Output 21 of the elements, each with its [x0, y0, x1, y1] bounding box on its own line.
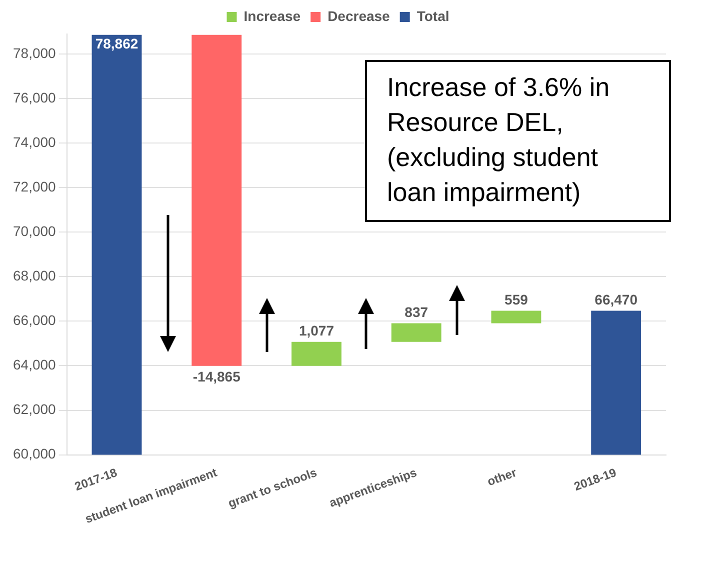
data-label: 837 — [404, 304, 428, 320]
legend-label: Total — [416, 8, 450, 24]
y-tick-label: 68,000 — [12, 268, 56, 284]
data-label: 66,470 — [594, 292, 638, 308]
note-box: Increase of 3.6% in Resource DEL, (excluding student loan impairment) — [365, 60, 671, 222]
legend-label: Increase — [244, 8, 301, 24]
data-label: -14,865 — [192, 368, 241, 385]
legend-label: Decrease — [328, 8, 390, 24]
y-tick-label: 74,000 — [12, 134, 56, 150]
x-tick-label: other — [485, 465, 519, 489]
y-tick-label: 76,000 — [12, 89, 56, 106]
y-tick-label: 60,000 — [12, 446, 56, 462]
y-tick-label: 66,000 — [12, 312, 56, 328]
y-tick-label: 64,000 — [12, 356, 56, 373]
data-label: 78,862 — [95, 36, 138, 52]
y-tick-label: 62,000 — [12, 401, 56, 418]
y-tick-label: 70,000 — [12, 223, 56, 240]
y-tick-label: 72,000 — [12, 178, 56, 194]
data-label: 559 — [504, 292, 528, 308]
data-label: 1,077 — [298, 322, 334, 339]
y-tick-label: 78,000 — [12, 44, 56, 61]
